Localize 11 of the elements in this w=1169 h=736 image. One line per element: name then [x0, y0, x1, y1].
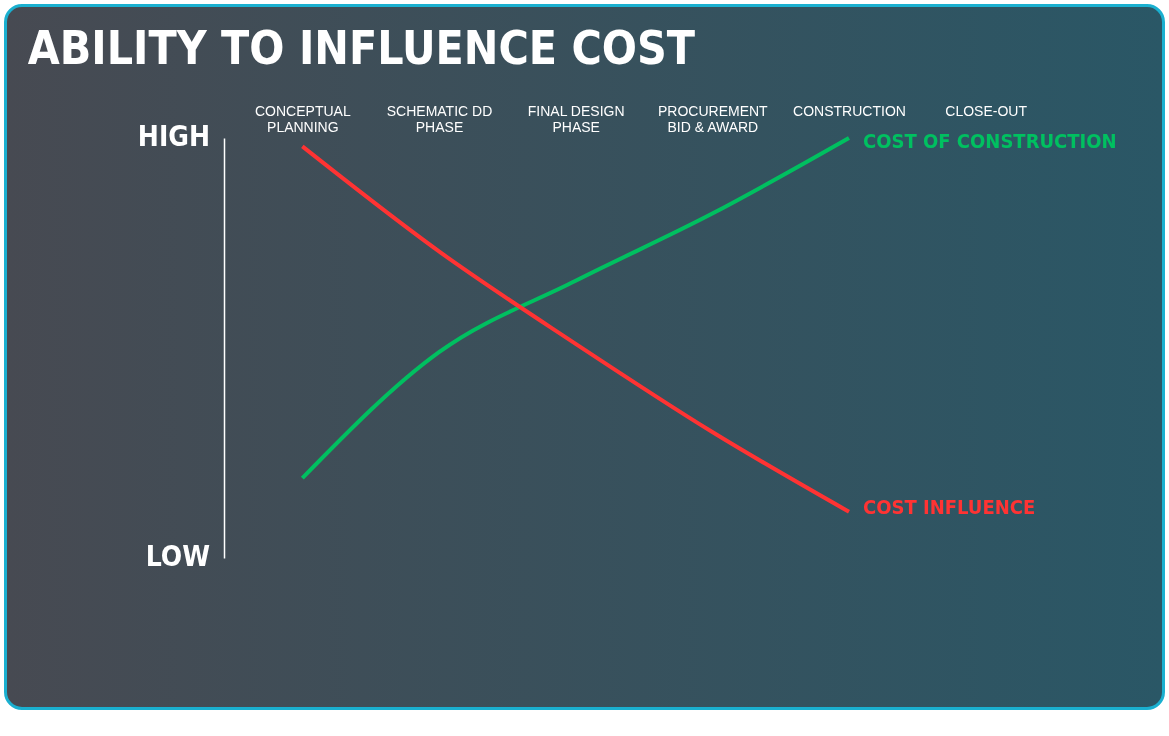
chart-title: ABILITY TO INFLUENCE COST: [27, 21, 696, 75]
x-tick-label: CONSTRUCTION: [793, 102, 906, 119]
x-tick-label: CONCEPTUAL PLANNING: [254, 102, 351, 135]
series-label: COST OF CONSTRUCTION: [863, 129, 1117, 153]
x-tick-label: CLOSE-OUT: [945, 102, 1028, 119]
x-tick-label: FINAL DESIGN PHASE: [527, 102, 625, 135]
x-tick-label: PROCUREMENT BID & AWARD: [658, 102, 769, 135]
series-label: COST INFLUENCE: [863, 494, 1036, 519]
text: HIGH: [137, 120, 210, 153]
x-tick-label: SCHEMATIC DD PHASE: [386, 102, 493, 135]
text: LOW: [145, 540, 211, 573]
